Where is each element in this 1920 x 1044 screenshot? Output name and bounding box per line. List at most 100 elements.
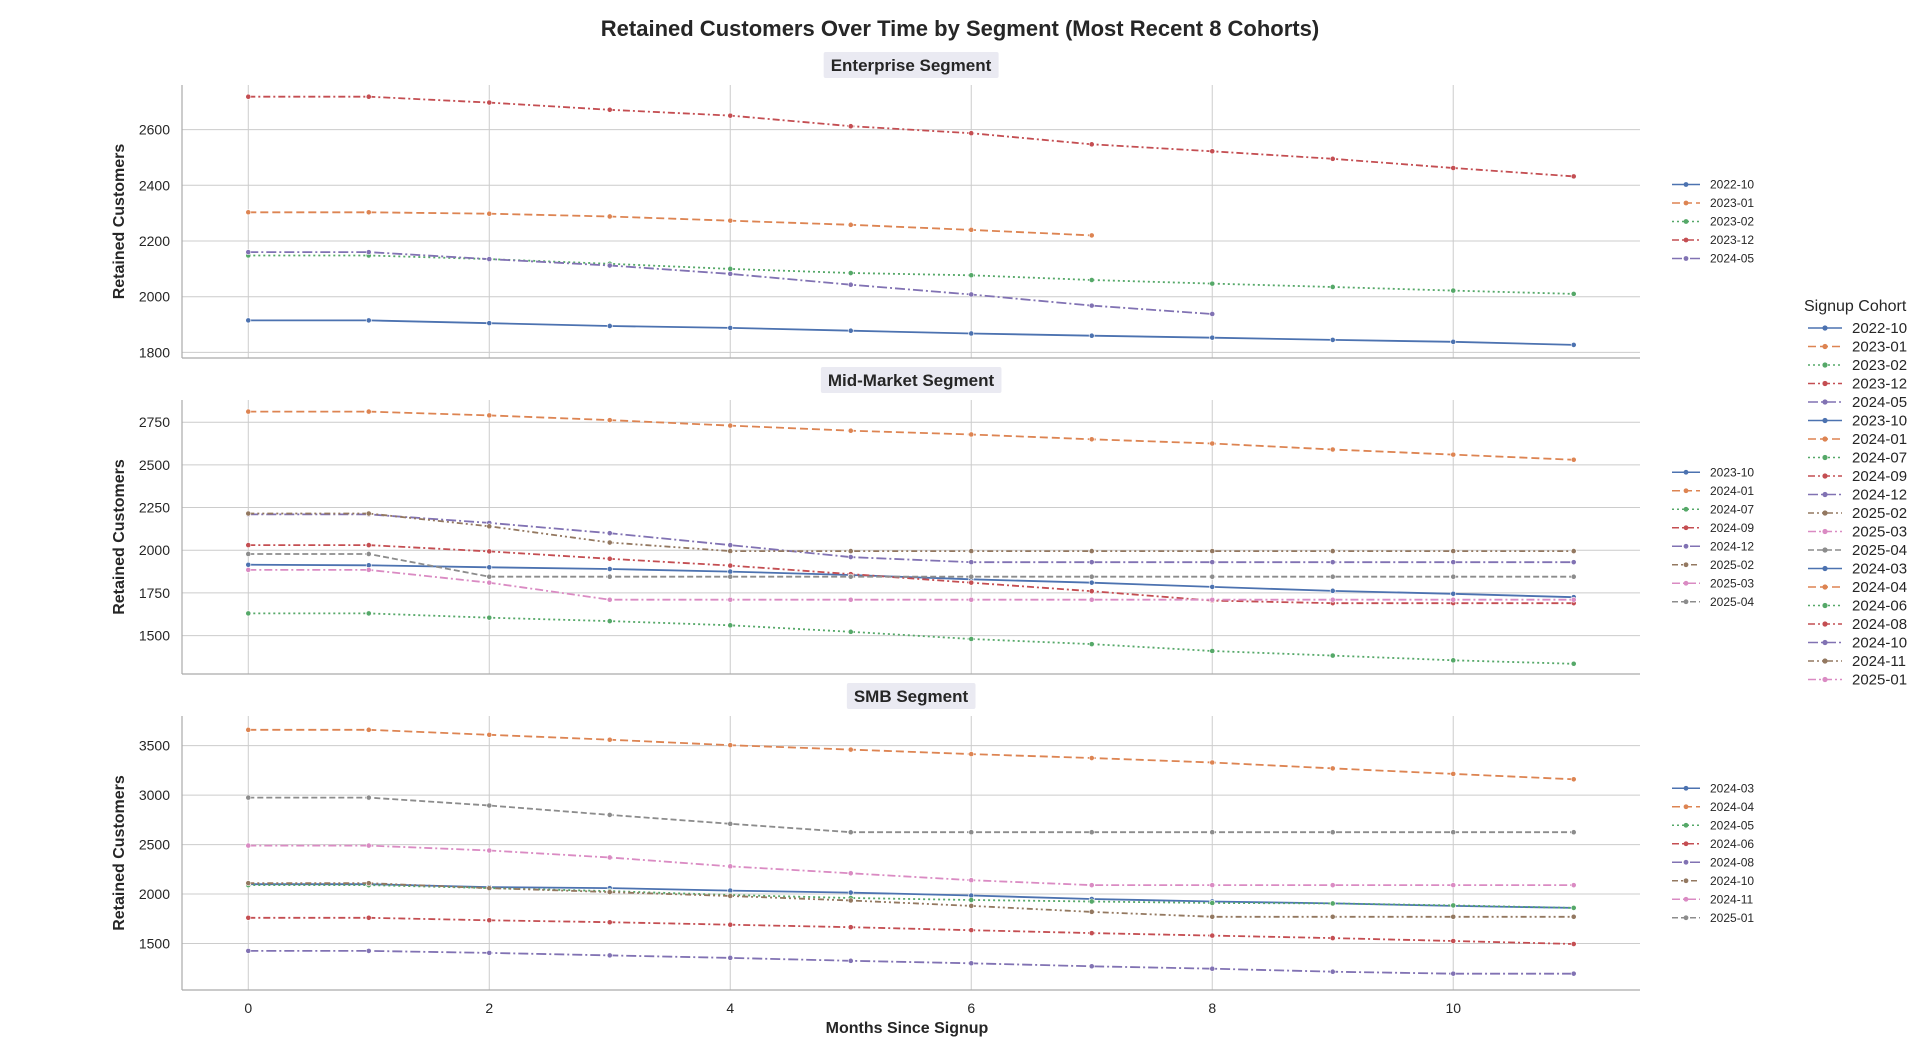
legend-marker [1822,417,1828,424]
legend-marker [1822,547,1828,553]
y-tick-label: 2400 [139,177,170,193]
data-point [1088,548,1095,554]
legend-label: 2023-12 [1710,233,1754,247]
data-point [847,889,854,896]
data-point [486,564,493,571]
data-point [1450,829,1457,836]
data-point [1450,165,1457,171]
data-point [727,954,734,961]
data-point [1209,440,1216,447]
data-point [968,960,975,967]
data-point [727,270,734,277]
legend-label: 2023-12 [1852,376,1907,393]
data-point [1570,913,1577,920]
y-tick-label: 2000 [139,542,170,558]
data-point [245,880,252,887]
x-tick-label: 8 [1208,1000,1216,1016]
legend-label: 2023-02 [1852,357,1907,374]
legend-marker [1683,562,1689,568]
data-point [1209,596,1216,603]
data-point [727,573,734,580]
data-point [1088,232,1095,239]
data-point [245,510,252,517]
legend-label: 2024-04 [1710,800,1754,814]
legend-label: 2024-06 [1852,598,1907,615]
x-tick-label: 2 [485,1000,493,1016]
data-point [1450,590,1457,597]
data-point [1209,280,1216,287]
series-line [248,410,1574,461]
data-point [1329,652,1336,659]
y-tick-label: 2200 [139,233,170,249]
panel-title-background [823,52,999,78]
data-point [847,123,854,130]
legend-label: 2025-04 [1710,595,1754,609]
y-tick-label: 2250 [139,500,170,516]
data-point [1329,935,1336,941]
series-line [248,916,1574,945]
y-tick-label: 1500 [139,628,170,644]
data-point [365,93,372,100]
y-tick-label: 1750 [139,585,170,601]
data-point [245,842,252,849]
legend-marker [1683,822,1689,828]
data-point [1088,930,1095,937]
data-point [847,596,854,603]
data-point [1088,302,1095,309]
data-point [847,573,854,580]
data-point [486,210,493,217]
legend-marker [1683,256,1689,261]
series-line [248,728,1574,781]
legend-label: 2024-03 [1710,781,1754,795]
series-line [248,882,1574,918]
legend-label: 2024-10 [1710,874,1754,888]
legend-label: 2024-10 [1852,635,1907,652]
data-point [365,914,372,921]
series-line [248,884,1574,909]
data-point [1209,913,1216,920]
legend-marker [1822,676,1828,683]
data-point [365,726,372,733]
data-point [847,221,854,228]
legend-marker [1822,621,1828,627]
data-point [727,542,734,549]
data-point [1329,829,1336,836]
legend-label: 2022-10 [1710,178,1754,192]
data-point [1088,436,1095,443]
legend-label: 2024-11 [1710,892,1753,906]
data-point [847,897,854,904]
data-point [1088,573,1095,580]
data-point [245,566,252,573]
data-point [245,948,252,954]
data-point [1450,902,1457,909]
legend-marker [1683,915,1689,921]
legend-marker [1683,488,1689,494]
data-point [968,130,975,137]
data-point [365,610,372,617]
y-tick-label: 3000 [139,787,170,803]
series-line [248,544,1574,605]
data-point [847,270,854,276]
legend-marker [1683,785,1689,791]
panel-legend: 2023-10 2024-01 2024-07 2024-09 2024-12 2025-… [1672,465,1754,609]
panel-title-background [846,683,976,709]
data-point [1329,900,1336,907]
data-point [365,566,372,573]
data-point [365,551,372,557]
x-tick-label: 6 [967,1000,975,1016]
legend-label: 2024-07 [1710,502,1754,516]
data-point [245,408,252,415]
y-tick-label: 2000 [139,886,170,902]
data-point [1209,648,1216,654]
data-point [365,510,372,517]
legend-label: 2023-01 [1852,339,1907,356]
data-point [727,742,734,749]
data-point [245,794,252,801]
data-point [727,112,734,119]
legend-label: 2023-10 [1852,413,1907,430]
data-point [1450,338,1457,345]
panel-title: SMB Segment [854,687,969,706]
legend-marker [1822,473,1828,479]
data-point [847,327,854,334]
